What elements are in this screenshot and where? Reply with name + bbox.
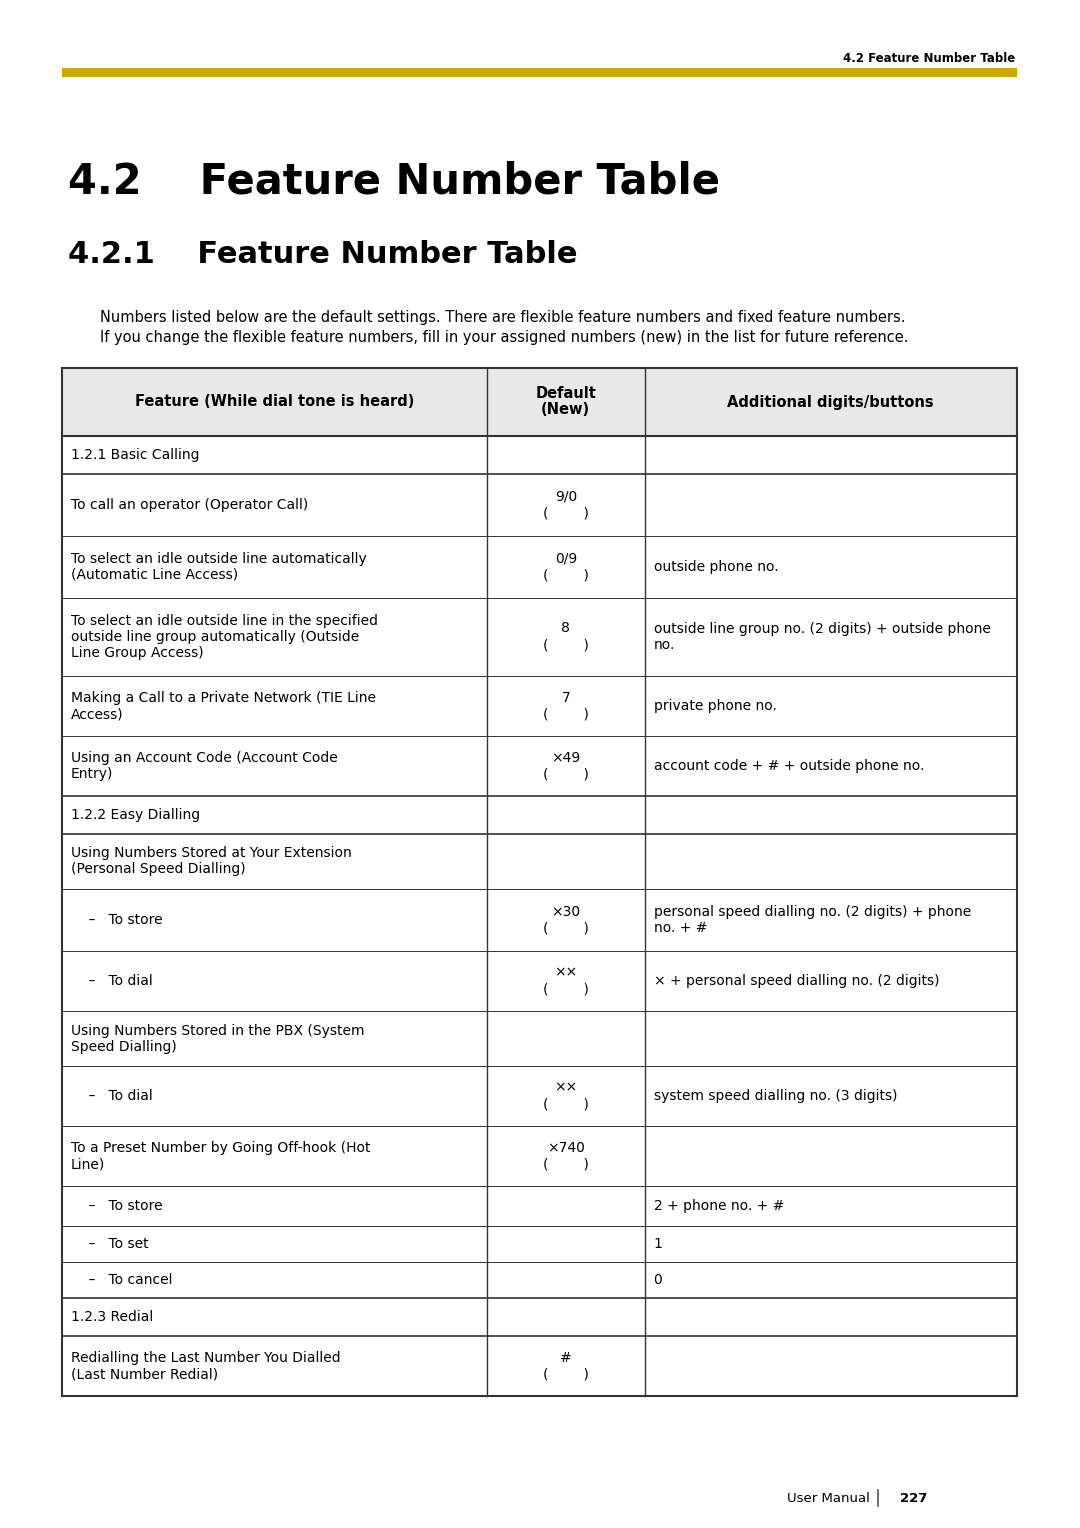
Text: 1.2.1 Basic Calling: 1.2.1 Basic Calling: [71, 448, 200, 461]
Text: ×49: ×49: [551, 750, 580, 764]
Text: 9/0: 9/0: [555, 489, 577, 504]
Text: Redialling the Last Number You Dialled: Redialling the Last Number You Dialled: [71, 1351, 340, 1365]
Text: ××: ××: [554, 1080, 578, 1094]
Text: (Automatic Line Access): (Automatic Line Access): [71, 568, 238, 582]
Text: ×30: ×30: [551, 905, 580, 918]
Text: 1.2.3 Redial: 1.2.3 Redial: [71, 1309, 153, 1323]
Text: 0/9: 0/9: [555, 552, 577, 565]
Text: (        ): ( ): [543, 983, 589, 996]
Text: To select an idle outside line in the specified: To select an idle outside line in the sp…: [71, 614, 378, 628]
Text: Making a Call to a Private Network (TIE Line: Making a Call to a Private Network (TIE …: [71, 691, 376, 704]
Text: –   To set: – To set: [71, 1238, 149, 1251]
Text: To select an idle outside line automatically: To select an idle outside line automatic…: [71, 552, 367, 565]
Text: (        ): ( ): [543, 568, 589, 582]
Bar: [62, 69, 1017, 76]
Text: no. + #: no. + #: [653, 921, 707, 935]
Text: 4.2    Feature Number Table: 4.2 Feature Number Table: [68, 160, 720, 202]
Text: (        ): ( ): [543, 1158, 589, 1172]
Text: Speed Dialling): Speed Dialling): [71, 1039, 177, 1053]
Text: User Manual: User Manual: [787, 1491, 870, 1505]
Text: Access): Access): [71, 707, 123, 721]
Text: 227: 227: [900, 1491, 928, 1505]
Text: outside phone no.: outside phone no.: [653, 559, 779, 575]
Text: Feature (While dial tone is heard): Feature (While dial tone is heard): [135, 394, 414, 410]
Text: –   To store: – To store: [71, 914, 163, 927]
Text: (        ): ( ): [543, 767, 589, 781]
Text: 2 + phone no. + #: 2 + phone no. + #: [653, 1199, 784, 1213]
Text: × + personal speed dialling no. (2 digits): × + personal speed dialling no. (2 digit…: [653, 973, 939, 989]
Text: (New): (New): [541, 402, 591, 417]
Text: system speed dialling no. (3 digits): system speed dialling no. (3 digits): [653, 1089, 897, 1103]
Text: (        ): ( ): [543, 506, 589, 521]
Text: (Last Number Redial): (Last Number Redial): [71, 1368, 218, 1381]
Text: Using an Account Code (Account Code: Using an Account Code (Account Code: [71, 750, 338, 766]
Text: Additional digits/buttons: Additional digits/buttons: [728, 394, 934, 410]
Text: (Personal Speed Dialling): (Personal Speed Dialling): [71, 862, 245, 877]
Text: (        ): ( ): [543, 1368, 589, 1381]
Text: private phone no.: private phone no.: [653, 698, 777, 714]
Bar: [62, 368, 1017, 435]
Text: If you change the flexible feature numbers, fill in your assigned numbers (new) : If you change the flexible feature numbe…: [100, 330, 908, 345]
Text: (        ): ( ): [543, 707, 589, 721]
Text: Numbers listed below are the default settings. There are flexible feature number: Numbers listed below are the default set…: [100, 310, 905, 325]
Text: Using Numbers Stored in the PBX (System: Using Numbers Stored in the PBX (System: [71, 1024, 365, 1038]
Text: –   To store: – To store: [71, 1199, 163, 1213]
Text: ××: ××: [554, 966, 578, 979]
Text: Using Numbers Stored at Your Extension: Using Numbers Stored at Your Extension: [71, 847, 352, 860]
Text: #: #: [559, 1351, 571, 1365]
Text: –   To cancel: – To cancel: [71, 1273, 173, 1287]
Text: 4.2 Feature Number Table: 4.2 Feature Number Table: [842, 52, 1015, 64]
Text: ×740: ×740: [546, 1140, 584, 1155]
Text: 0: 0: [653, 1273, 662, 1287]
Text: 1.2.2 Easy Dialling: 1.2.2 Easy Dialling: [71, 808, 200, 822]
Text: 7: 7: [562, 691, 570, 704]
Text: To a Preset Number by Going Off-hook (Hot: To a Preset Number by Going Off-hook (Ho…: [71, 1141, 370, 1155]
Text: 8: 8: [562, 622, 570, 636]
Text: (        ): ( ): [543, 639, 589, 652]
Text: To call an operator (Operator Call): To call an operator (Operator Call): [71, 498, 308, 512]
Text: (        ): ( ): [543, 921, 589, 935]
Text: no.: no.: [653, 639, 675, 652]
Text: outside line group no. (2 digits) + outside phone: outside line group no. (2 digits) + outs…: [653, 622, 990, 636]
Text: Default: Default: [536, 387, 596, 402]
Text: personal speed dialling no. (2 digits) + phone: personal speed dialling no. (2 digits) +…: [653, 905, 971, 918]
Text: –   To dial: – To dial: [71, 1089, 152, 1103]
Text: Entry): Entry): [71, 767, 113, 781]
Text: –   To dial: – To dial: [71, 973, 152, 989]
Text: Line Group Access): Line Group Access): [71, 646, 204, 660]
Text: outside line group automatically (Outside: outside line group automatically (Outsid…: [71, 630, 360, 643]
Text: account code + # + outside phone no.: account code + # + outside phone no.: [653, 759, 923, 773]
Text: (        ): ( ): [543, 1097, 589, 1111]
Text: Line): Line): [71, 1157, 105, 1170]
Text: 4.2.1    Feature Number Table: 4.2.1 Feature Number Table: [68, 240, 578, 269]
Text: 1: 1: [653, 1238, 662, 1251]
